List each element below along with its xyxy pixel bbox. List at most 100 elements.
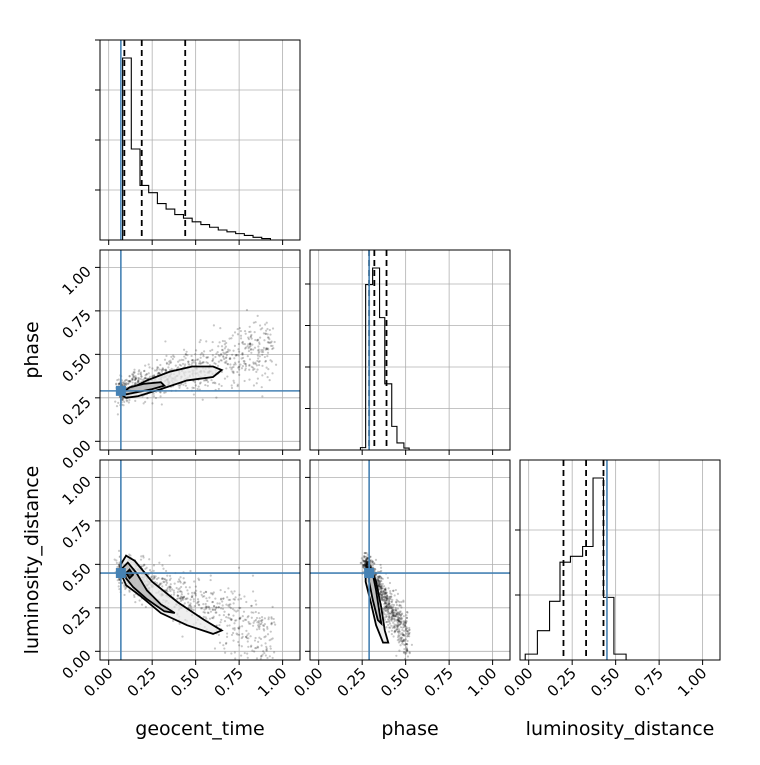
sample-point [169,586,172,589]
sample-point [207,606,211,609]
sample-point [226,624,229,627]
sample-point [365,564,368,568]
sample-point [184,586,188,589]
sample-point [200,607,203,610]
sample-point [211,359,214,362]
sample-point [231,627,235,630]
sample-point [138,369,141,372]
sample-point [274,623,277,626]
sample-point [254,610,257,614]
sample-point [406,648,409,652]
sample-point [258,625,261,628]
sample-point [405,614,408,617]
sample-point [232,598,235,601]
sample-point [364,562,367,566]
sample-point [393,623,396,626]
sample-point [243,379,246,383]
sample-point [256,338,259,342]
sample-point [260,350,263,353]
sample-point [253,639,257,642]
sample-point [115,382,118,385]
sample-point [389,626,392,629]
sample-point [134,399,137,402]
sample-point [265,648,268,651]
sample-point [397,641,401,644]
sample-point [397,624,400,627]
sample-point [176,594,179,597]
sample-point [234,361,237,364]
sample-point [399,638,402,641]
sample-point [267,341,270,344]
sample-point [144,376,147,380]
sample-point [248,343,252,346]
sample-point [264,360,267,363]
sample-point [249,348,252,351]
sample-point [366,565,369,568]
sample-point [128,398,131,402]
sample-point [383,588,387,591]
sample-point [385,596,389,600]
sample-point [206,611,209,614]
sample-point [399,617,402,620]
sample-point [237,348,240,351]
panel-geocent_time-vs-luminosity_distance-truth-marker [115,568,126,579]
sample-point [359,561,362,565]
sample-point [222,644,225,647]
sample-point [380,595,383,598]
sample-point [196,387,199,391]
sample-point [175,586,178,590]
sample-point [142,402,145,405]
sample-point [233,622,236,625]
sample-point [393,626,396,629]
sample-point [258,355,261,358]
sample-point [217,387,220,391]
sample-point [242,359,245,363]
sample-point [365,558,369,561]
sample-point [168,585,171,588]
sample-point [238,326,241,330]
sample-point [386,613,390,616]
sample-point [195,349,198,352]
sample-point [364,564,368,567]
sample-point [401,634,405,637]
sample-point [394,606,397,610]
sample-point [237,627,240,630]
sample-point [391,607,394,610]
sample-point [186,597,189,600]
sample-point [402,622,405,625]
sample-point [364,563,367,566]
sample-point [380,587,383,590]
hist-panel-geocent_time-histogram [122,57,271,240]
sample-point [137,370,140,373]
sample-point [403,634,406,637]
sample-point [380,588,383,591]
sample-point [245,600,248,604]
sample-point [406,649,409,652]
sample-point [365,560,368,564]
sample-point [161,564,164,567]
xtick-label-geocent_time-1: 0.25 [124,664,160,700]
sample-point [137,376,140,380]
sample-point [214,382,217,385]
sample-point [160,582,163,585]
sample-point [399,616,402,619]
sample-point [227,587,230,590]
sample-point [222,356,225,359]
sample-point [402,638,405,641]
sample-point [251,343,254,346]
sample-point [259,336,262,339]
sample-point [195,589,198,592]
sample-point [396,625,399,628]
sample-point [200,593,203,596]
sample-point [387,609,390,613]
sample-point [181,598,185,601]
sample-point [398,630,401,634]
sample-point [223,647,226,650]
sample-point [208,607,211,611]
sample-point [380,587,384,590]
sample-point [364,559,367,562]
sample-point [396,615,399,619]
sample-point [198,341,201,344]
sample-point [365,552,368,555]
sample-point [405,629,408,632]
